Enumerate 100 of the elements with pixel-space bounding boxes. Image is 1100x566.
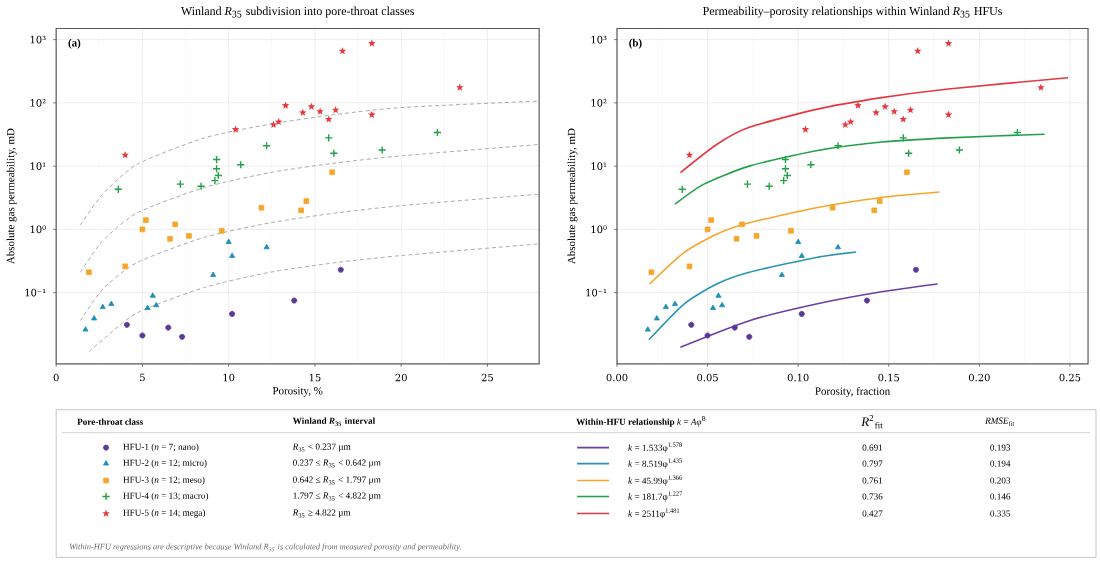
point [686, 263, 693, 270]
point [871, 207, 878, 214]
point [739, 221, 745, 228]
point [644, 326, 651, 332]
point [904, 169, 910, 176]
point [303, 198, 310, 205]
line-series [79, 194, 540, 322]
point [229, 252, 236, 259]
point [176, 180, 185, 189]
point [86, 269, 92, 276]
point [746, 334, 753, 341]
point [806, 160, 816, 170]
point [708, 217, 714, 224]
point [662, 304, 669, 310]
point [139, 226, 146, 233]
point [307, 103, 316, 111]
point [186, 233, 192, 239]
point [196, 182, 206, 191]
point [753, 233, 760, 239]
point [144, 305, 151, 311]
point [798, 252, 805, 259]
point [944, 111, 953, 119]
point [139, 332, 146, 339]
point [778, 271, 785, 278]
point [898, 133, 908, 143]
line-series [648, 251, 857, 341]
point [337, 267, 344, 274]
point [99, 304, 106, 310]
point [944, 39, 953, 47]
point [281, 101, 290, 109]
point [298, 207, 304, 214]
point [648, 269, 655, 276]
point [122, 263, 128, 270]
point [456, 83, 464, 92]
point [733, 236, 740, 242]
point [229, 311, 236, 318]
point [881, 103, 889, 111]
point [872, 109, 880, 117]
point [704, 226, 711, 233]
point [91, 315, 98, 321]
point [210, 271, 217, 278]
point [876, 198, 883, 205]
line-series [79, 144, 540, 274]
point [829, 205, 836, 211]
point [854, 101, 862, 109]
point [913, 47, 922, 55]
point [172, 221, 178, 228]
point [715, 292, 722, 299]
point [899, 115, 908, 123]
point [258, 205, 265, 211]
point [835, 244, 842, 250]
point [121, 151, 129, 159]
point [167, 236, 173, 242]
point [269, 121, 278, 129]
point [710, 305, 717, 311]
point [368, 111, 376, 119]
point [231, 125, 240, 133]
point [329, 149, 339, 158]
point [719, 302, 726, 308]
line-series [674, 133, 1046, 206]
point [316, 107, 324, 116]
point [955, 146, 964, 155]
point [299, 109, 307, 117]
point [704, 332, 711, 339]
line-series [679, 77, 1069, 174]
point [833, 141, 843, 151]
point [1037, 83, 1045, 92]
line-series [88, 243, 540, 353]
point [82, 326, 89, 332]
point [798, 311, 805, 318]
point [743, 180, 752, 189]
line-series [648, 191, 941, 286]
point [165, 324, 172, 331]
point [329, 169, 335, 176]
point [841, 121, 850, 129]
point [653, 315, 660, 321]
point [764, 182, 774, 191]
line-series [79, 100, 540, 227]
point [179, 334, 186, 341]
point [143, 217, 149, 224]
point [324, 133, 333, 143]
point [368, 39, 376, 47]
point [788, 228, 794, 234]
point [263, 244, 270, 250]
point [331, 106, 340, 114]
point [291, 297, 298, 304]
point [149, 292, 156, 299]
point [801, 125, 810, 133]
point [688, 322, 695, 329]
point [672, 300, 678, 307]
point [153, 302, 160, 308]
point [123, 322, 130, 329]
point [210, 176, 220, 186]
point [225, 239, 232, 245]
point [890, 107, 898, 116]
point [377, 146, 387, 155]
point [108, 300, 115, 307]
point [795, 239, 802, 245]
point [864, 297, 870, 304]
point [731, 324, 738, 331]
